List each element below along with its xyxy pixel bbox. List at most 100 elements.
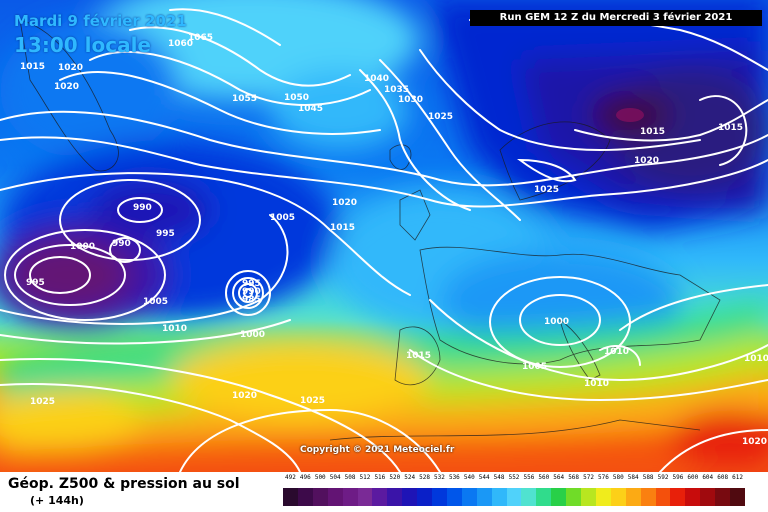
isobar-label: 985 [242,295,261,305]
scale-tick-label: 512 [359,474,371,481]
scale-tick-label: 592 [657,474,669,481]
scale-tick-label: 532 [434,474,445,481]
scale-tick-label: 604 [702,474,714,481]
isobar-label: 995 [242,279,261,289]
isobar-label: 1010 [604,347,630,357]
isobar-label: 1025 [30,397,56,407]
scale-tick-label: 492 [285,474,296,481]
scale-swatch [476,488,493,506]
isobar-label: 1000 [70,242,96,252]
legend-title: Géop. Z500 & pression au sol [8,476,240,492]
scale-swatch [283,488,299,506]
isobar-label: 1055 [232,94,258,104]
isobar-label: 1015 [718,123,744,133]
isobar-label: 1005 [522,362,548,372]
isobar-label: 1020 [332,198,358,208]
scale-tick-label: 584 [627,474,639,481]
forecast-date-title: Mardi 9 février 2021 [14,12,187,30]
isobar-label: 1030 [398,95,424,105]
scale-swatch [327,488,344,506]
scale-swatch [715,488,731,506]
scale-tick-label: 552 [508,474,520,481]
scale-tick-label: 540 [463,474,475,481]
isobar-label: 1015 [330,223,356,233]
isobar-label: 1065 [188,33,214,43]
scale-swatch [551,488,567,506]
isobar-label: 1000 [544,317,570,327]
scale-swatch [640,488,657,506]
legend-forecast-hour: (+ 144h) [30,494,84,507]
scale-swatch [417,488,433,506]
scale-swatch [625,488,642,506]
scale-swatch [402,488,418,506]
scale-swatch [312,488,329,506]
isobar-label: 1020 [634,156,660,166]
scale-swatch [491,488,508,506]
isobar-label: 1060 [168,39,194,49]
scale-swatch [566,488,582,506]
isobar-label: 1010 [584,379,610,389]
scale-tick-label: 612 [732,474,743,481]
isobar-label: 1025 [300,396,326,406]
scale-swatch [297,488,314,506]
scale-tick-label: 560 [538,474,550,481]
scale-tick-label: 596 [672,474,684,481]
scale-swatch [610,488,627,506]
copyright-notice: Copyright © 2021 Meteociel.fr [300,445,455,455]
isobar-label: 1045 [298,104,324,114]
scale-swatch [730,488,746,506]
isobar-label: 990 [133,203,152,213]
isobar-label: 1050 [284,93,310,103]
scale-swatch [342,488,358,506]
scale-tick-label: 524 [404,474,416,481]
isobar-label: 1025 [534,185,560,195]
scale-tick-label: 520 [389,474,401,481]
scale-tick-label: 576 [597,474,609,481]
isobar-label: 1015 [406,351,432,361]
scale-tick-label: 600 [687,474,699,481]
scale-swatch [432,488,448,506]
scale-tick-label: 508 [344,474,356,481]
isobar-label: 995 [156,229,175,239]
scale-swatch [521,488,537,506]
geopotential-field [0,0,768,472]
isobar-lines [0,8,768,472]
scale-swatch [506,488,522,506]
isobar-label: 1010 [162,324,188,334]
scale-swatch [387,488,403,506]
isobar-label: 1015 [20,62,46,72]
isobar-label: 1015 [640,127,666,137]
scale-tick-label: 608 [717,474,729,481]
isobar-label: 1005 [143,297,169,307]
isobar-label: 1020 [58,63,84,73]
isobar-label: 1020 [742,437,768,447]
high-center-marker [616,108,644,122]
scale-tick-label: 548 [493,474,505,481]
isobar-label: 1025 [428,112,454,122]
legend-bar: Géop. Z500 & pression au sol (+ 144h) 49… [0,472,768,512]
scale-tick-label: 544 [478,474,490,481]
isobar-label: 1010 [744,354,768,364]
model-run-info: Run GEM 12 Z du Mercredi 3 février 2021 [470,10,762,26]
scale-tick-label: 528 [419,474,430,481]
scale-swatch [595,488,612,506]
scale-swatch [536,488,552,506]
scale-swatch [461,488,478,506]
pressure-geopotential-map [0,0,768,472]
scale-swatch [581,488,597,506]
scale-swatch [372,488,388,506]
isobar-label: 990 [242,287,261,297]
isobar-label: 1000 [240,330,266,340]
isobar-label: 1020 [232,391,258,401]
scale-swatch [670,488,686,506]
scale-tick-label: 516 [374,474,386,481]
scale-tick-label: 588 [642,474,654,481]
scale-tick-label: 564 [553,474,565,481]
scale-tick-label: 572 [583,474,594,481]
scale-tick-label: 496 [299,474,311,481]
scale-swatch [357,488,373,506]
scale-tick-label: 580 [612,474,624,481]
scale-swatch [655,488,671,506]
scale-tick-label: 504 [329,474,341,481]
